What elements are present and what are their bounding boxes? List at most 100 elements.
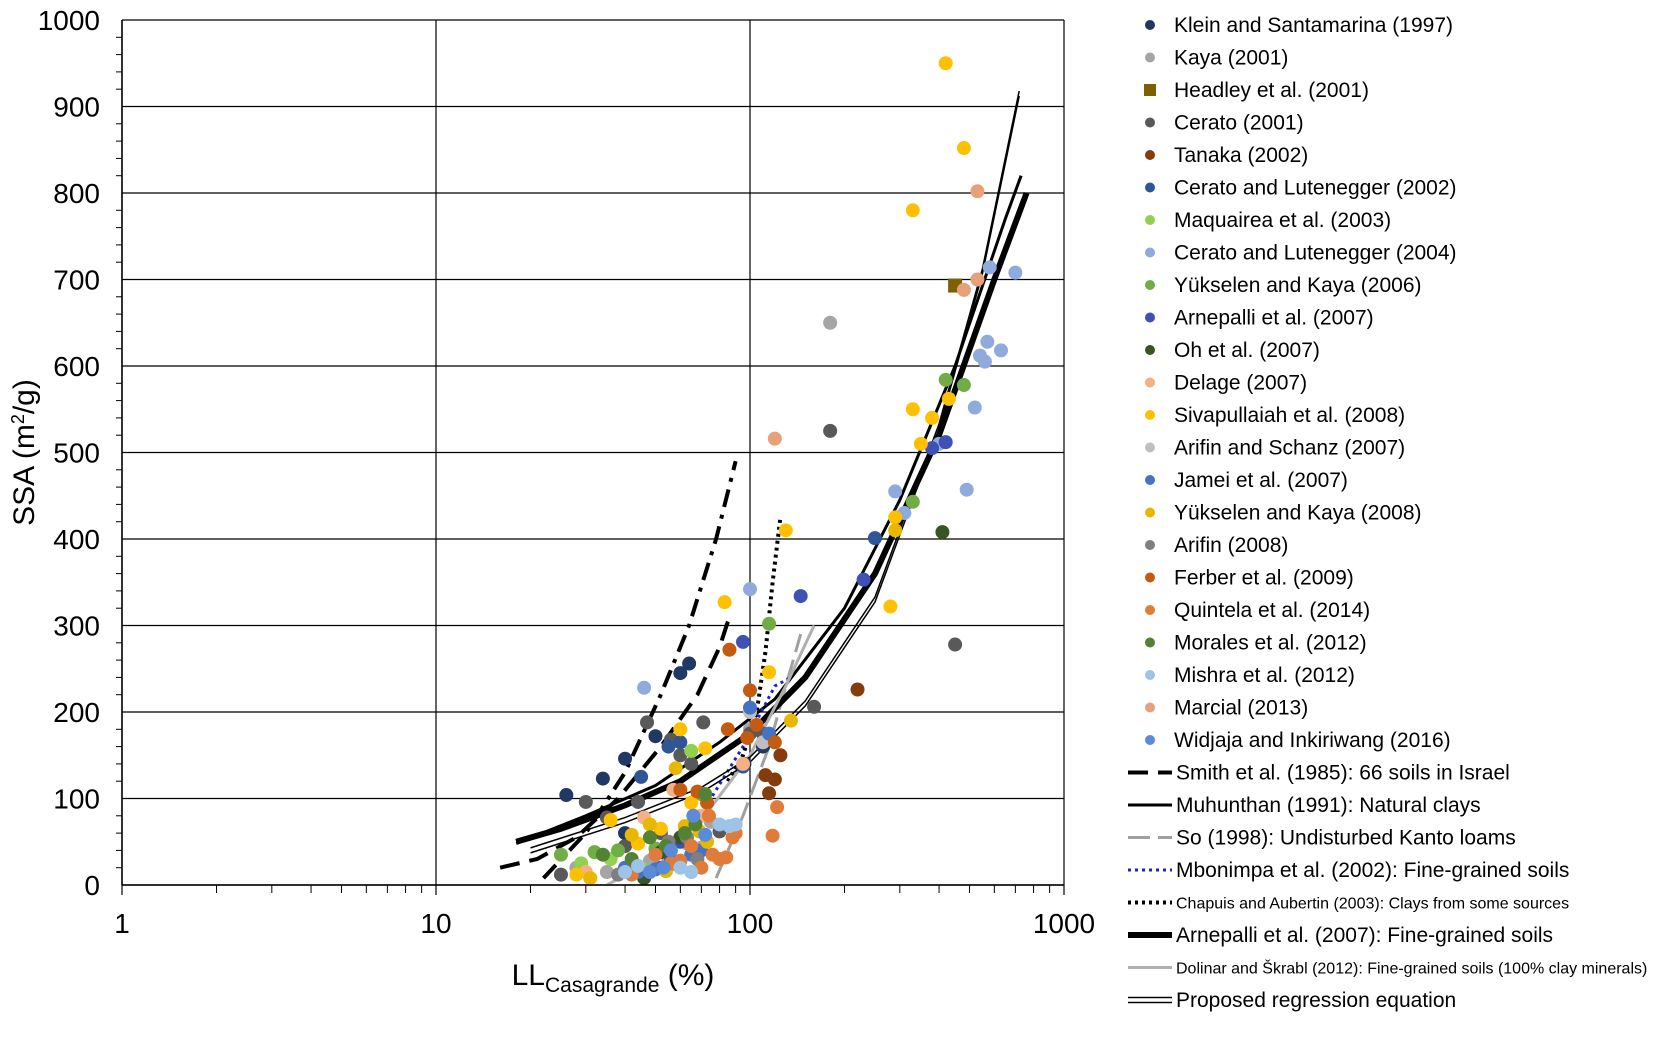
data-point [642,865,657,880]
y-tick-label: 600 [53,351,100,382]
legend-marker [1145,735,1155,745]
legend-label: Klein and Santamarina (1997) [1174,14,1453,37]
data-point [767,735,782,750]
data-point [725,830,740,845]
legend-marker [1145,475,1155,485]
y-tick-label: 1000 [38,5,100,36]
data-point [850,682,865,697]
data-point [743,700,757,715]
data-point [698,741,713,756]
legend-label: Dolinar and Škrabl (2012): Fine-grained … [1176,959,1647,978]
legend-label: Arnepalli et al. (2007) [1174,307,1374,330]
legend-label: Mbonimpa et al. (2002): Fine-grained soi… [1176,859,1569,882]
curve-line [515,175,1023,845]
data-point [956,378,971,393]
data-point [935,525,950,540]
data-point [648,847,663,862]
data-point [673,666,688,681]
data-point [807,699,822,714]
data-point [553,847,568,862]
legend-label: Chapuis and Aubertin (2003): Clays from … [1176,896,1569,913]
legend-marker [1145,637,1155,648]
legend-marker [1145,377,1155,388]
data-point [913,436,928,451]
data-point [684,865,699,880]
data-point [758,768,773,783]
legend-marker [1145,182,1155,193]
data-point [618,751,633,766]
data-point [673,722,688,737]
data-point [765,828,780,843]
data-point [956,141,971,156]
data-point [749,717,764,732]
legend-label: Sivapullaiah et al. (2008) [1174,404,1405,427]
data-point [736,756,751,771]
data-point [982,260,997,275]
legend-marker [1145,247,1155,258]
curve-line [530,90,1020,849]
data-point [938,372,953,387]
data-point [743,683,757,698]
legend-label: Yükselen and Kaya (2008) [1174,502,1422,525]
legend-marker [1145,117,1155,128]
data-point [888,523,903,538]
legend-label: Marcial (2013) [1174,697,1308,720]
data-point [925,410,940,425]
data-point [948,637,963,652]
data-point [595,847,610,862]
data-point [677,826,692,841]
data-point [686,808,701,823]
data-point [631,794,646,809]
x-axis-title: LLCasagrande (%) [512,959,715,997]
data-point [595,771,610,786]
curve-line [515,191,1030,845]
legend-label: Mishra et al. (2012) [1174,664,1355,687]
data-point [970,184,985,199]
legend-label: Cerato (2001) [1174,112,1304,135]
legend-label: Arnepalli et al. (2007): Fine-grained so… [1176,924,1553,947]
legend-marker [1145,215,1155,225]
data-point [603,813,618,828]
data-point [696,715,711,730]
data-point [970,272,985,287]
data-point [642,817,657,832]
data-point [648,729,663,744]
data-point [823,423,838,438]
data-point [856,572,871,587]
data-point [656,860,671,875]
data-point [668,761,683,776]
data-point [583,871,598,886]
data-point [793,589,808,604]
data-point [720,722,735,737]
grid-layer [121,19,1065,895]
legend-label: Cerato and Lutenegger (2002) [1174,177,1457,200]
legend-marker [1145,410,1155,420]
y-tick-label: 100 [53,784,100,815]
data-point [661,739,676,754]
data-point [762,616,777,631]
data-point [637,680,652,695]
data-point [673,860,688,875]
legend-layer: Klein and Santamarina (1997) Kaya (2001) H… [1128,14,1647,1012]
data-point [684,743,699,758]
data-point [728,817,743,832]
data-point [653,821,668,836]
data-point [698,787,713,802]
legend-label: Headley et al. (2001) [1174,79,1369,102]
data-point [888,484,903,499]
legend-marker [1145,345,1155,355]
legend-marker [1145,670,1155,680]
legend-marker [1145,507,1155,518]
data-point [905,402,920,417]
legend-label: So (1998): Undisturbed Kanto loams [1176,827,1516,850]
data-point [762,786,777,801]
legend-label: Quintela et al. (2014) [1174,599,1370,622]
data-point [905,203,920,218]
legend-label: Smith et al. (1985): 66 soils in Israel [1176,762,1510,785]
x-tick-label: 1000 [1033,908,1095,939]
data-point [770,800,785,815]
legend-label: Yükselen and Kaya (2006) [1174,274,1422,297]
data-point [599,865,614,880]
data-point [967,400,982,415]
